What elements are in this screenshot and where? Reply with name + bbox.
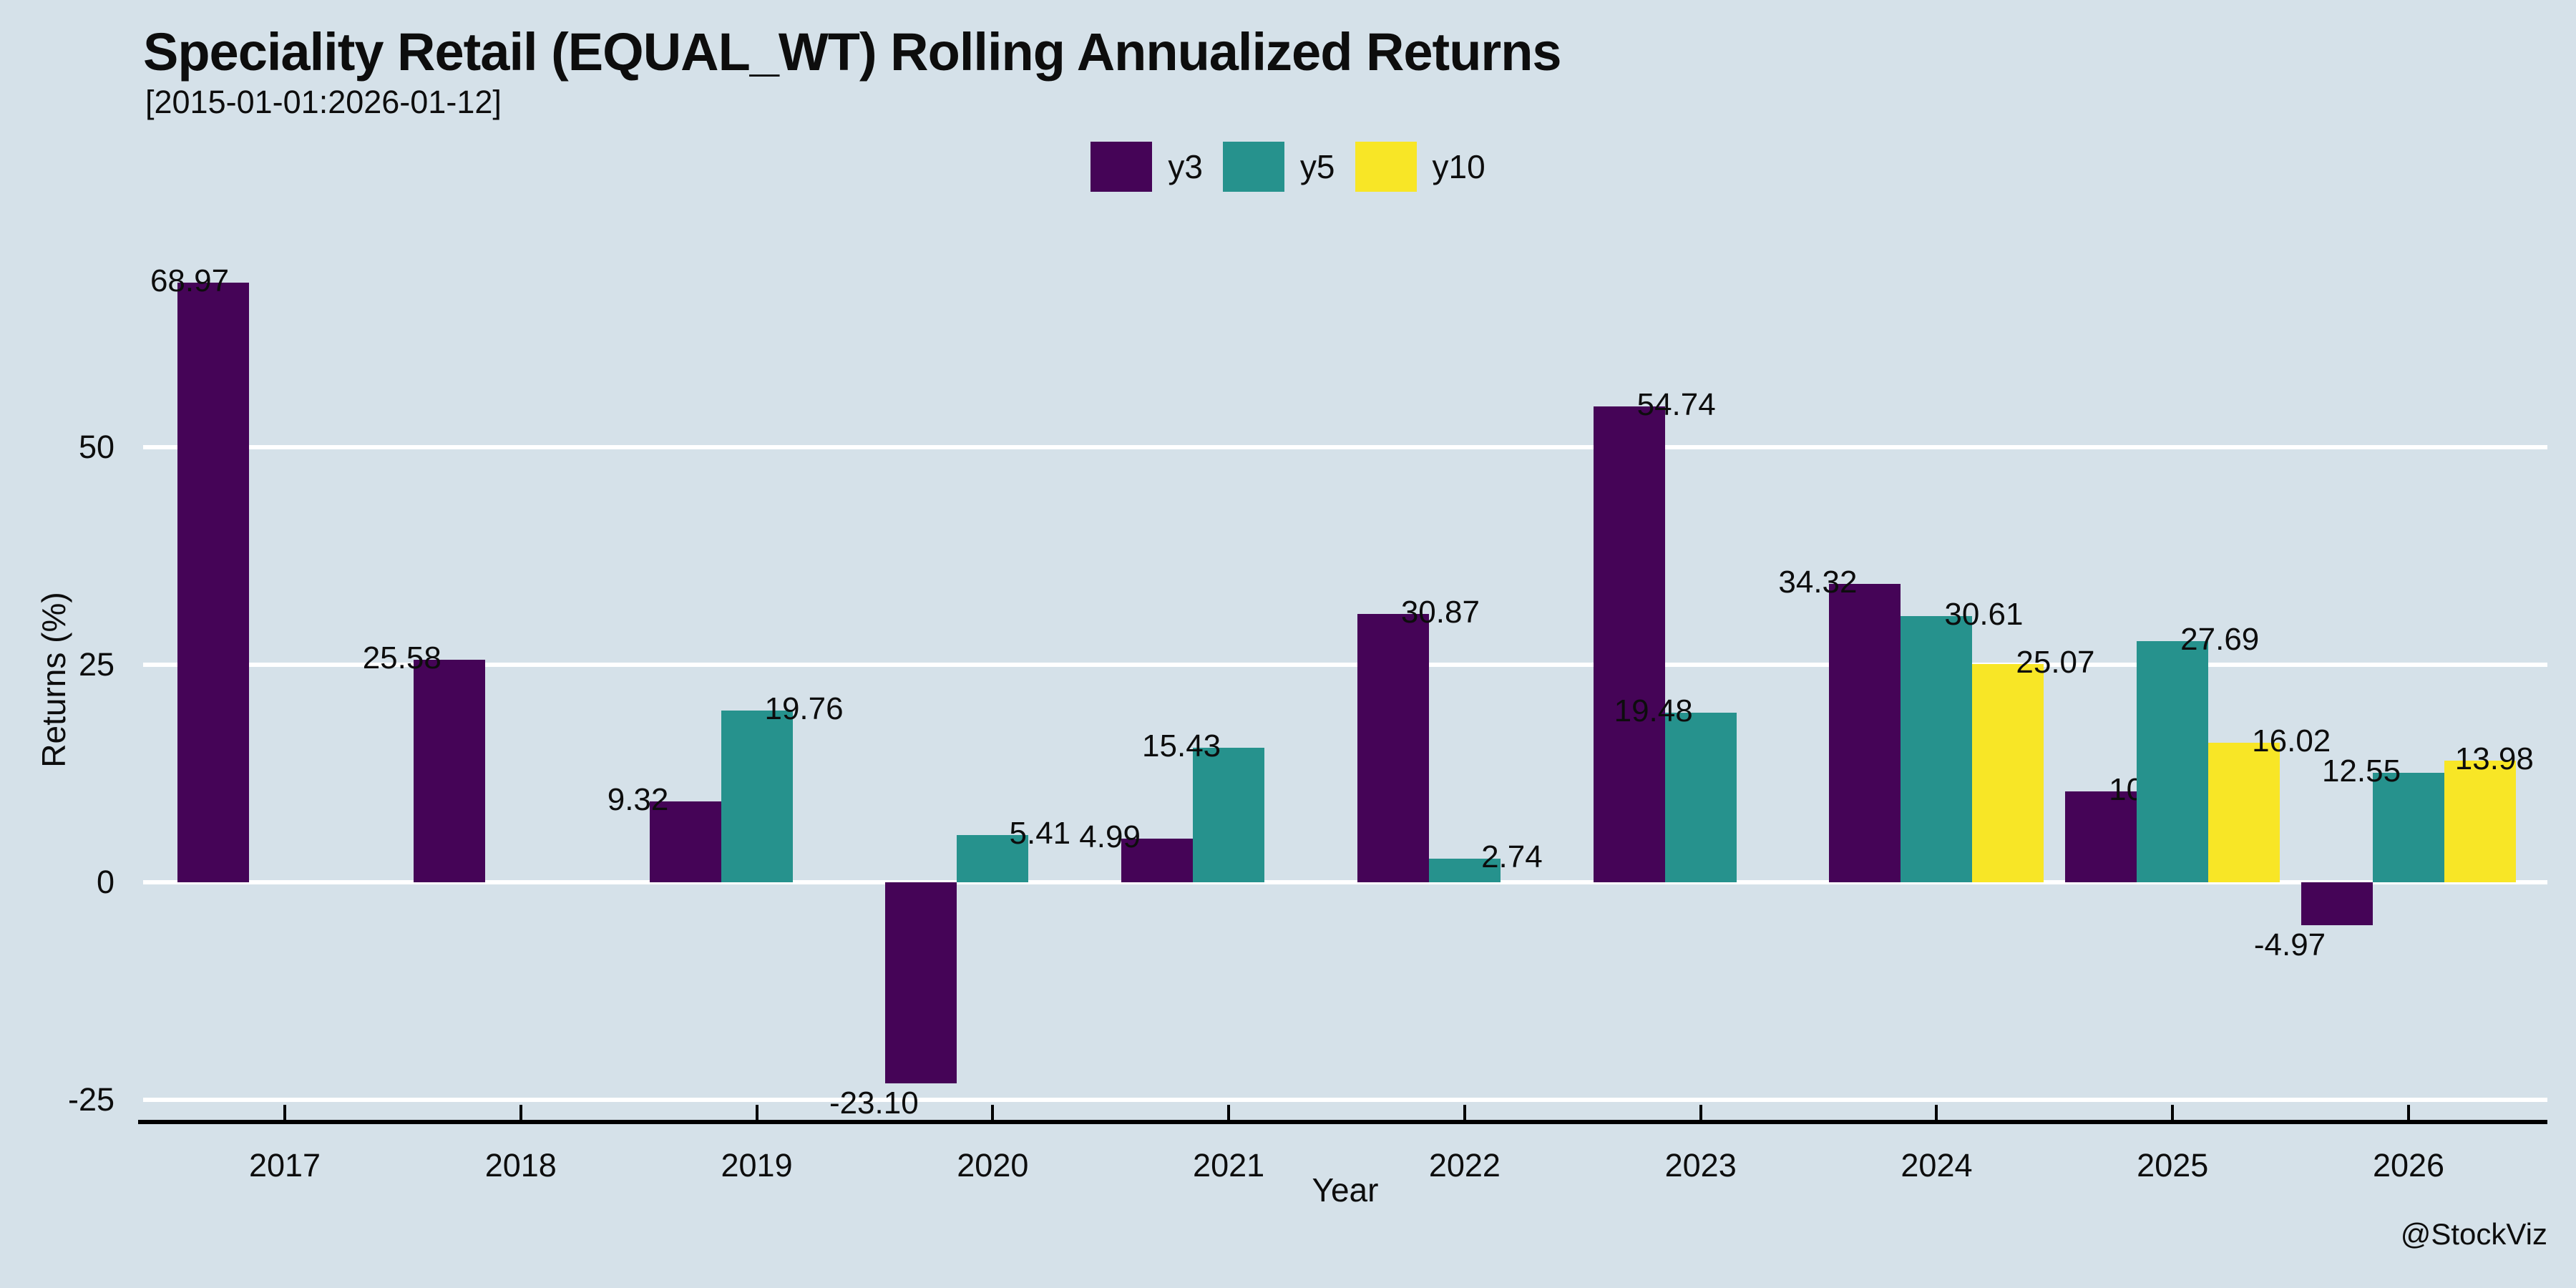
x-tick-2024	[1935, 1105, 1938, 1120]
y-tick-label-25: 25	[78, 646, 114, 683]
bar-y3-2020	[885, 882, 957, 1083]
bar-y5-2020	[957, 835, 1029, 882]
x-axis-label: Year	[1312, 1171, 1379, 1209]
bar-y3-2018	[413, 660, 485, 882]
legend: y3 y5 y10	[0, 142, 2576, 192]
y-tick-label--25: -25	[67, 1080, 114, 1118]
bar-y3-2021	[1121, 839, 1194, 882]
x-tick-label-2026: 2026	[2372, 1147, 2445, 1184]
bar-label-y10-2025: 16.02	[2252, 723, 2331, 759]
x-tick-label-2024: 2024	[1901, 1147, 1973, 1184]
legend-label-y5: y5	[1299, 148, 1335, 185]
bar-label-y3-2024: 34.32	[1778, 564, 1858, 600]
bar-y5-2023	[1664, 713, 1737, 882]
bar-label-y3-2017: 68.97	[150, 263, 230, 298]
bar-label-y5-2022: 2.74	[1481, 839, 1543, 874]
bar-y10-2026	[2444, 761, 2517, 882]
bar-y5-2019	[721, 710, 793, 882]
legend-swatch-y3	[1091, 142, 1153, 192]
bar-y3-2019	[649, 801, 721, 882]
bar-label-y3-2020: -23.10	[829, 1085, 919, 1121]
bar-label-y3-2018: 25.58	[362, 640, 441, 676]
bar-y5-2021	[1193, 748, 1265, 882]
chart-title: Speciality Retail (EQUAL_WT) Rolling Ann…	[143, 22, 1562, 82]
x-tick-label-2025: 2025	[2137, 1147, 2209, 1184]
x-tick-2026	[2407, 1105, 2411, 1120]
bar-label-y5-2023: 19.48	[1614, 693, 1693, 729]
watermark: @StockViz	[2400, 1217, 2547, 1251]
gridline-0	[143, 880, 2547, 884]
gridline-50	[143, 445, 2547, 450]
x-tick-2022	[1463, 1105, 1466, 1120]
chart-subtitle: [2015-01-01:2026-01-12]	[145, 84, 502, 120]
x-tick-label-2018: 2018	[484, 1147, 557, 1184]
y-tick-label-50: 50	[78, 429, 114, 466]
bar-y3-2026	[2301, 882, 2373, 926]
legend-item-y3: y3	[1091, 142, 1203, 192]
legend-swatch-y10	[1355, 142, 1417, 192]
bar-y3-2024	[1829, 583, 1901, 882]
bar-label-y3-2023: 54.74	[1636, 386, 1716, 422]
x-tick-2018	[519, 1105, 522, 1120]
bar-label-y5-2024: 30.61	[1944, 596, 2024, 632]
bar-label-y3-2026: -4.97	[2253, 927, 2326, 963]
bar-y5-2024	[1901, 615, 1973, 882]
x-tick-label-2019: 2019	[721, 1147, 793, 1184]
x-tick-label-2022: 2022	[1428, 1147, 1501, 1184]
bar-y5-2025	[2137, 641, 2209, 882]
bar-y5-2026	[2373, 773, 2445, 882]
bar-label-y3-2022: 30.87	[1400, 594, 1480, 630]
bar-y10-2025	[2208, 743, 2280, 882]
bar-label-y5-2021: 15.43	[1142, 728, 1221, 764]
y-tick-label-0: 0	[96, 864, 114, 900]
bar-y3-2023	[1593, 406, 1665, 882]
legend-label-y10: y10	[1432, 148, 1485, 185]
bar-y3-2022	[1357, 613, 1429, 882]
bar-label-y10-2026: 13.98	[2454, 741, 2534, 777]
x-tick-2021	[1227, 1105, 1231, 1120]
bar-y5-2022	[1428, 858, 1501, 882]
legend-swatch-y5	[1222, 142, 1284, 192]
bar-label-y5-2026: 12.55	[2321, 753, 2401, 789]
legend-item-y10: y10	[1355, 142, 1485, 192]
x-tick-2019	[755, 1105, 758, 1120]
bar-y3-2025	[2065, 791, 2137, 882]
legend-item-y5: y5	[1222, 142, 1335, 192]
bar-label-y10-2024: 25.07	[2016, 645, 2095, 680]
x-tick-2020	[991, 1105, 995, 1120]
x-tick-2023	[1699, 1105, 1702, 1120]
legend-label-y3: y3	[1168, 148, 1203, 185]
bar-y3-2017	[177, 282, 249, 882]
bar-y10-2024	[1972, 664, 2044, 882]
bar-label-y5-2020: 5.41	[1009, 816, 1071, 852]
bar-label-y3-2021: 4.99	[1079, 819, 1141, 855]
x-tick-label-2023: 2023	[1664, 1147, 1737, 1184]
x-tick-label-2021: 2021	[1193, 1147, 1265, 1184]
bar-label-y5-2025: 27.69	[2180, 622, 2260, 658]
x-tick-label-2020: 2020	[957, 1147, 1029, 1184]
gridline-25	[143, 663, 2547, 668]
x-axis-line	[138, 1120, 2547, 1124]
x-tick-2017	[283, 1105, 286, 1120]
bar-label-y5-2019: 19.76	[764, 691, 844, 726]
gridline--25	[143, 1097, 2547, 1102]
x-tick-label-2017: 2017	[248, 1147, 321, 1184]
x-tick-2025	[2171, 1105, 2175, 1120]
bar-label-y3-2019: 9.32	[607, 781, 669, 817]
